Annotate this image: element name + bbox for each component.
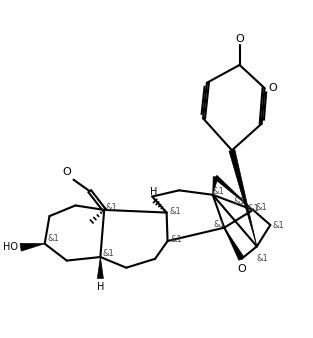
Polygon shape xyxy=(224,228,244,260)
Text: &1: &1 xyxy=(248,204,259,213)
Text: O: O xyxy=(62,167,71,177)
Text: &1: &1 xyxy=(103,249,115,258)
Text: HO: HO xyxy=(3,242,18,252)
Text: &1: &1 xyxy=(171,235,182,244)
Polygon shape xyxy=(214,175,253,210)
Text: H: H xyxy=(150,187,157,196)
Text: O: O xyxy=(235,34,244,44)
Text: &1: &1 xyxy=(214,220,225,228)
Polygon shape xyxy=(213,177,218,195)
Text: O: O xyxy=(237,264,246,274)
Text: &1: &1 xyxy=(255,203,267,212)
Text: O: O xyxy=(268,83,277,93)
Text: &1: &1 xyxy=(169,207,181,216)
Text: &1: &1 xyxy=(273,220,285,230)
Text: &1: &1 xyxy=(48,234,59,243)
Text: &1: &1 xyxy=(106,203,117,212)
Polygon shape xyxy=(97,257,103,279)
Text: &1: &1 xyxy=(234,196,246,206)
Polygon shape xyxy=(229,150,257,246)
Text: &1: &1 xyxy=(213,187,224,196)
Polygon shape xyxy=(20,243,45,251)
Text: H: H xyxy=(97,282,104,292)
Text: &1: &1 xyxy=(257,254,269,263)
